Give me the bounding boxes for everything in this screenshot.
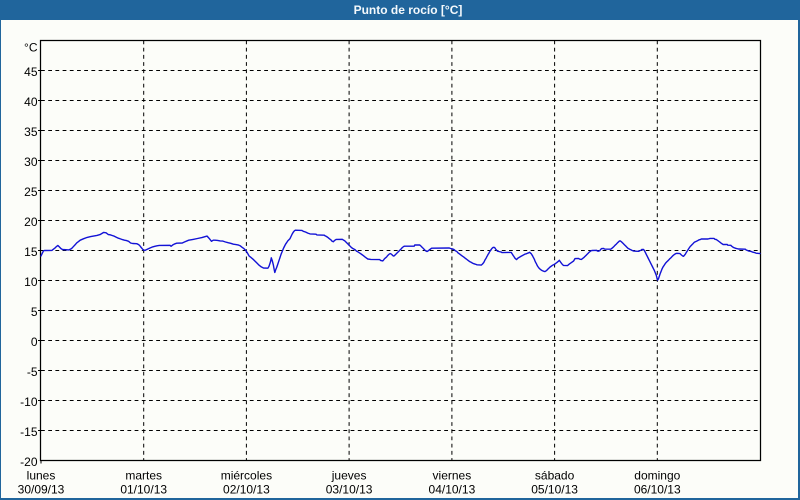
svg-text:25: 25 bbox=[24, 185, 38, 199]
svg-text:°C: °C bbox=[24, 40, 38, 54]
svg-text:miércoles: miércoles bbox=[221, 468, 272, 482]
svg-text:05/10/13: 05/10/13 bbox=[531, 482, 578, 496]
svg-text:03/10/13: 03/10/13 bbox=[326, 482, 373, 496]
svg-text:jueves: jueves bbox=[331, 468, 367, 482]
svg-text:-5: -5 bbox=[27, 365, 38, 379]
svg-text:-15: -15 bbox=[20, 425, 38, 439]
svg-text:01/10/13: 01/10/13 bbox=[120, 482, 167, 496]
svg-text:40: 40 bbox=[24, 95, 38, 109]
svg-text:domingo: domingo bbox=[634, 468, 680, 482]
svg-text:35: 35 bbox=[24, 125, 38, 139]
svg-text:-20: -20 bbox=[20, 455, 38, 469]
svg-text:martes: martes bbox=[125, 468, 162, 482]
svg-text:02/10/13: 02/10/13 bbox=[223, 482, 270, 496]
svg-text:-10: -10 bbox=[20, 395, 38, 409]
svg-text:20: 20 bbox=[24, 215, 38, 229]
svg-text:lunes: lunes bbox=[27, 468, 56, 482]
svg-text:0: 0 bbox=[31, 335, 38, 349]
svg-text:06/10/13: 06/10/13 bbox=[634, 482, 681, 496]
svg-text:viernes: viernes bbox=[433, 468, 472, 482]
svg-text:5: 5 bbox=[31, 305, 38, 319]
svg-text:30/09/13: 30/09/13 bbox=[18, 482, 65, 496]
svg-text:sábado: sábado bbox=[535, 468, 575, 482]
svg-text:30: 30 bbox=[24, 155, 38, 169]
svg-text:45: 45 bbox=[24, 65, 38, 79]
svg-text:10: 10 bbox=[24, 275, 38, 289]
svg-text:15: 15 bbox=[24, 245, 38, 259]
svg-text:04/10/13: 04/10/13 bbox=[429, 482, 476, 496]
